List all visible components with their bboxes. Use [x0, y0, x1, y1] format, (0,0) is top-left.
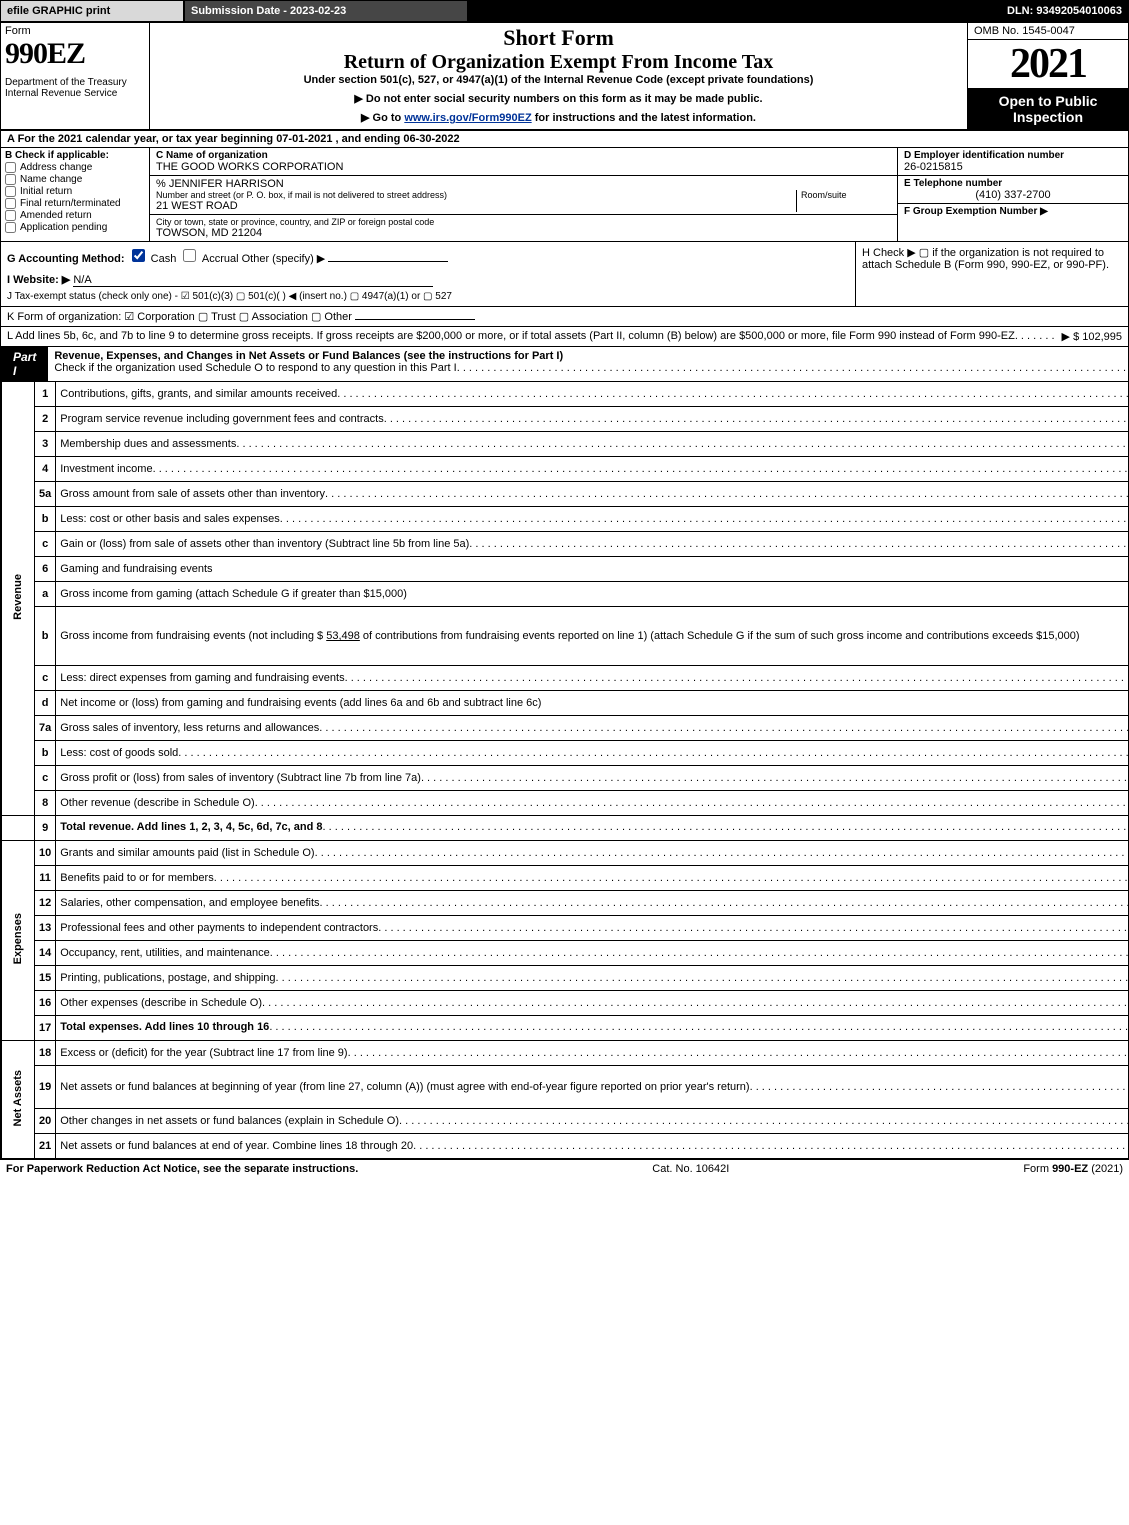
- part1-title: Revenue, Expenses, and Changes in Net As…: [48, 347, 1129, 381]
- org-name: THE GOOD WORKS CORPORATION: [156, 161, 891, 173]
- form-body: Form 990EZ Department of the Treasury In…: [0, 22, 1129, 1160]
- long-title: Return of Organization Exempt From Incom…: [156, 51, 961, 74]
- line-6b-amount: 53,498: [326, 630, 360, 642]
- city-label: City or town, state or province, country…: [156, 217, 891, 227]
- e-label: E Telephone number: [904, 178, 1122, 189]
- care-of: % JENNIFER HARRISON: [156, 178, 891, 190]
- chk-cash[interactable]: [132, 249, 145, 262]
- chk-initial-return[interactable]: Initial return: [5, 186, 145, 197]
- form-number: 990EZ: [5, 37, 145, 71]
- col-d: D Employer identification number 26-0215…: [898, 148, 1128, 241]
- chk-name-change[interactable]: Name change: [5, 174, 145, 185]
- h-schedule-b: H Check ▶ ▢ if the organization is not r…: [855, 242, 1128, 306]
- d-label: D Employer identification number: [904, 150, 1122, 161]
- form-ref: Form 990-EZ (2021): [1023, 1163, 1123, 1175]
- sidebar-netassets: Net Assets: [2, 1041, 35, 1159]
- part1-label: Part I: [1, 347, 48, 381]
- efile-print[interactable]: efile GRAPHIC print: [0, 0, 184, 22]
- omb-no: OMB No. 1545-0047: [968, 23, 1128, 40]
- line-1-label: Contributions, gifts, grants, and simila…: [56, 382, 1129, 407]
- dept: Department of the Treasury Internal Reve…: [5, 77, 145, 99]
- line-1-num: 1: [35, 382, 56, 407]
- form-word: Form: [5, 25, 145, 37]
- form-title-block: Short Form Return of Organization Exempt…: [150, 23, 967, 129]
- part1-table: Revenue 1 Contributions, gifts, grants, …: [1, 382, 1129, 1159]
- row-gh: G Accounting Method: Cash Accrual Other …: [1, 242, 1128, 307]
- col-b: B Check if applicable: Address change Na…: [1, 148, 150, 241]
- website-value: N/A: [73, 274, 433, 287]
- topbar: efile GRAPHIC print Submission Date - 20…: [0, 0, 1129, 22]
- tax-year: 2021: [968, 40, 1128, 89]
- public-inspection: Open to Public Inspection: [968, 89, 1128, 129]
- row-a: A For the 2021 calendar year, or tax yea…: [1, 131, 1128, 148]
- city: TOWSON, MD 21204: [156, 227, 891, 239]
- warn-line: ▶ Do not enter social security numbers o…: [156, 92, 961, 105]
- phone: (410) 337-2700: [904, 189, 1122, 201]
- sidebar-revenue: Revenue: [2, 382, 35, 816]
- form-header: Form 990EZ Department of the Treasury In…: [1, 23, 1128, 131]
- chk-address-change[interactable]: Address change: [5, 162, 145, 173]
- goto-line: ▶ Go to www.irs.gov/Form990EZ for instru…: [156, 111, 961, 124]
- irs-link[interactable]: www.irs.gov/Form990EZ: [404, 112, 531, 124]
- subtitle: Under section 501(c), 527, or 4947(a)(1)…: [156, 74, 961, 86]
- i-label: I Website: ▶: [7, 274, 70, 286]
- addr-label: Number and street (or P. O. box, if mail…: [156, 190, 796, 200]
- chk-accrual[interactable]: [183, 249, 196, 262]
- room-label: Room/suite: [801, 190, 891, 200]
- form-id-block: Form 990EZ Department of the Treasury In…: [1, 23, 150, 129]
- k-form-org: K Form of organization: ☑ Corporation ▢ …: [1, 307, 1128, 327]
- sidebar-expenses: Expenses: [2, 841, 35, 1041]
- l-gross-receipts: L Add lines 5b, 6c, and 7b to line 9 to …: [1, 327, 1128, 347]
- dln: DLN: 93492054010063: [468, 0, 1129, 22]
- footer-left: For Paperwork Reduction Act Notice, see …: [6, 1163, 358, 1175]
- chk-final-return[interactable]: Final return/terminated: [5, 198, 145, 209]
- cat-no: Cat. No. 10642I: [652, 1163, 729, 1175]
- c-name-label: C Name of organization: [156, 150, 891, 161]
- b-label: B Check if applicable:: [5, 150, 145, 161]
- g-accounting: G Accounting Method: Cash Accrual Other …: [1, 242, 855, 306]
- address-grid: B Check if applicable: Address change Na…: [1, 148, 1128, 242]
- short-title: Short Form: [156, 25, 961, 51]
- ein: 26-0215815: [904, 161, 1122, 173]
- omb-block: OMB No. 1545-0047 2021 Open to Public In…: [967, 23, 1128, 129]
- page-footer: For Paperwork Reduction Act Notice, see …: [0, 1160, 1129, 1178]
- chk-amended-return[interactable]: Amended return: [5, 210, 145, 221]
- j-tax-exempt: J Tax-exempt status (check only one) - ☑…: [7, 291, 849, 302]
- street-address: 21 WEST ROAD: [156, 200, 796, 212]
- chk-application-pending[interactable]: Application pending: [5, 222, 145, 233]
- part1-header: Part I Revenue, Expenses, and Changes in…: [1, 347, 1128, 382]
- col-c: C Name of organization THE GOOD WORKS CO…: [150, 148, 898, 241]
- submission-date: Submission Date - 2023-02-23: [184, 0, 468, 22]
- f-label: F Group Exemption Number ▶: [904, 206, 1122, 217]
